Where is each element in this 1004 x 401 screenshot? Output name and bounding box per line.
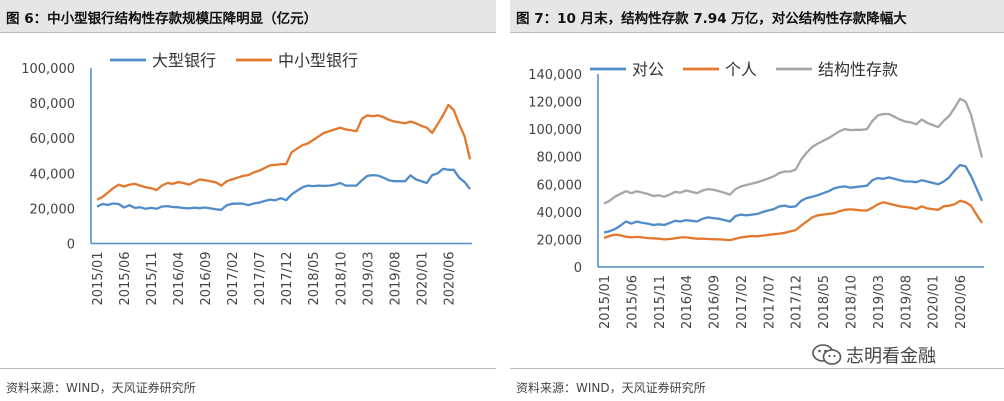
- left-xtick-label: 2015/06: [118, 252, 133, 306]
- right-ytick-label: 120,000: [528, 96, 582, 111]
- right-chart-panel: 图 7：10 月末，结构性存款 7.94 万亿，对公结构性存款降幅大 0 20,0…: [510, 0, 1004, 401]
- left-ytick-label: 0: [67, 238, 75, 253]
- right-xtick-label: 2016/09: [708, 275, 723, 329]
- right-xtick-label: 2017/02: [735, 275, 750, 329]
- left-xtick-label: 2016/04: [172, 252, 187, 306]
- right-ytick-label: 60,000: [537, 178, 583, 193]
- left-bottom-divider: [0, 368, 496, 369]
- right-series-line-2: [603, 199, 983, 242]
- left-xtick-label: 2020/01: [415, 252, 430, 306]
- right-xtick-label: 2015/01: [598, 275, 613, 329]
- right-xtick-label: 2018/05: [817, 275, 832, 329]
- left-series-line-1: [96, 167, 471, 211]
- left-series-line-2: [96, 103, 472, 201]
- left-xtick-label: 2017/07: [253, 252, 268, 306]
- right-legend-label-2: 个人: [725, 60, 757, 79]
- right-source-note: 资料来源：WIND，天风证券研究所: [516, 381, 706, 395]
- left-chart-title: 图 6：中小型银行结构性存款规模压降明显（亿元）: [6, 11, 318, 27]
- right-ytick-label: 80,000: [537, 151, 583, 166]
- right-xtick-label: 2019/08: [899, 275, 914, 329]
- right-ytick-label: 40,000: [537, 206, 583, 221]
- right-xtick-label: 2015/11: [653, 275, 668, 329]
- wechat-icon: [812, 344, 842, 365]
- right-title-divider: [510, 32, 1004, 33]
- left-xtick-label: 2015/11: [145, 252, 160, 306]
- left-ytick-label: 100,000: [21, 62, 75, 77]
- right-xtick-label: 2017/07: [762, 275, 777, 329]
- right-xtick-label: 2015/06: [625, 275, 640, 329]
- right-xtick-label: 2020/06: [954, 275, 969, 329]
- right-series-line-3: [603, 97, 984, 205]
- left-source-note: 资料来源：WIND，天风证券研究所: [6, 381, 196, 395]
- left-ytick-label: 40,000: [30, 167, 76, 182]
- left-ytick-label: 20,000: [30, 202, 76, 217]
- right-line-chart: 0 20,000 40,000 60,000 80,000 100,000 120,000 1…: [528, 60, 984, 329]
- right-ytick-label: 0: [574, 261, 582, 276]
- left-title-bar: 图 6：中小型银行结构性存款规模压降明显（亿元）: [0, 0, 496, 32]
- left-chart-panel: 图 6：中小型银行结构性存款规模压降明显（亿元） 0 20,000 40,000 60…: [0, 0, 496, 401]
- left-ytick-label: 80,000: [30, 97, 76, 112]
- right-xtick-label: 2016/04: [680, 275, 695, 329]
- left-xtick-label: 2016/09: [199, 252, 214, 306]
- right-bottom-divider: [510, 368, 1004, 369]
- right-legend-label-3: 结构性存款: [818, 60, 898, 79]
- right-series-line-1: [603, 163, 984, 234]
- left-xtick-label: 2019/03: [361, 252, 376, 306]
- right-chart-title: 图 7：10 月末，结构性存款 7.94 万亿，对公结构性存款降幅大: [516, 11, 907, 27]
- left-xtick-label: 2019/08: [388, 252, 403, 306]
- right-xtick-label: 2020/01: [927, 275, 942, 329]
- left-xtick-label: 2018/05: [307, 252, 322, 306]
- left-xtick-label: 2015/01: [91, 252, 106, 306]
- right-ytick-label: 100,000: [528, 123, 582, 138]
- right-xtick-label: 2019/03: [872, 275, 887, 329]
- left-xtick-label: 2017/12: [280, 252, 295, 306]
- left-legend-label-2: 中小型银行: [278, 51, 358, 70]
- left-legend-label-1: 大型银行: [152, 51, 216, 70]
- left-xtick-label: 2018/10: [334, 252, 349, 306]
- right-title-bar: 图 7：10 月末，结构性存款 7.94 万亿，对公结构性存款降幅大: [510, 0, 1004, 32]
- right-xtick-label: 2017/12: [790, 275, 805, 329]
- right-xtick-label: 2018/10: [845, 275, 860, 329]
- right-ytick-label: 140,000: [528, 68, 582, 83]
- left-line-chart: 0 20,000 40,000 60,000 80,000 100,000 2015/01 2…: [21, 51, 472, 306]
- right-legend-label-1: 对公: [632, 60, 664, 79]
- left-ytick-label: 60,000: [30, 132, 76, 147]
- watermark-text: 志明看金融: [846, 346, 936, 367]
- left-xtick-label: 2017/02: [226, 252, 241, 306]
- left-xtick-label: 2020/06: [442, 252, 457, 306]
- right-ytick-label: 20,000: [537, 233, 583, 248]
- left-title-divider: [0, 32, 496, 33]
